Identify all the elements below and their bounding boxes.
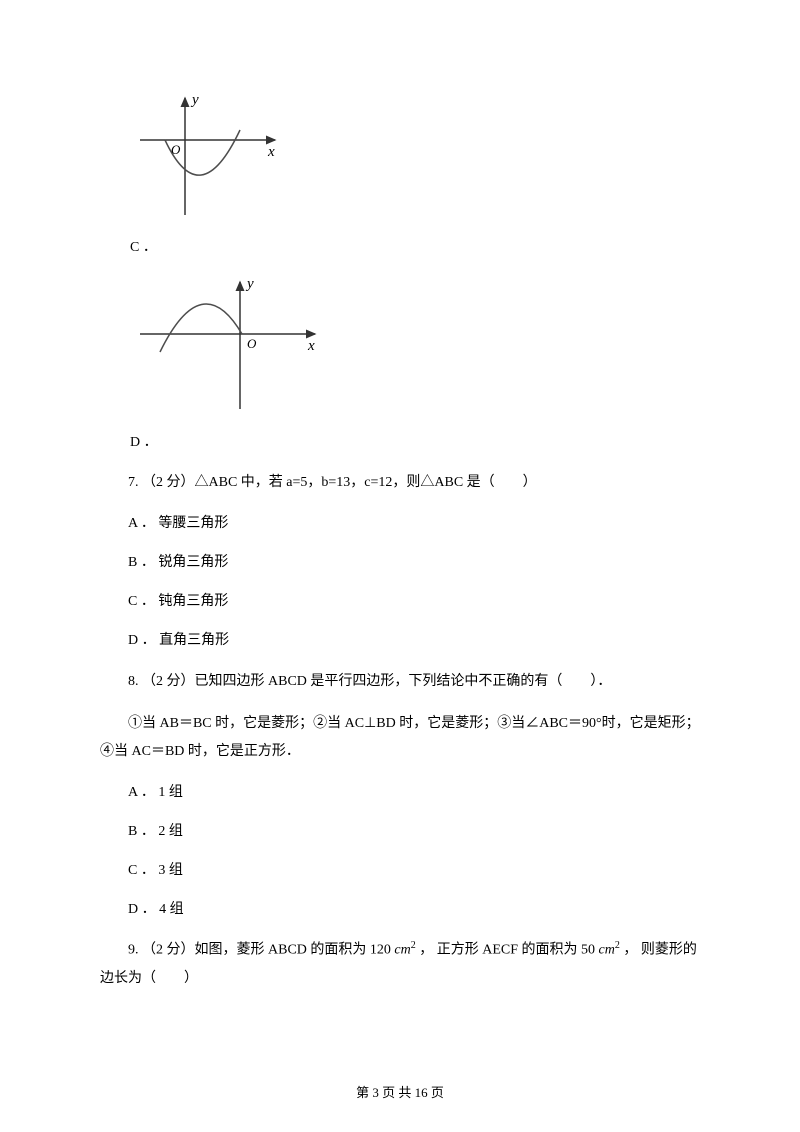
q8-option-a: A ． 1 组 — [100, 780, 700, 805]
q7-option-a: A ． 等腰三角形 — [100, 511, 700, 536]
q8-body: ①当 AB＝BC 时，它是菱形；②当 AC⊥BD 时，它是菱形；③当∠ABC＝9… — [100, 710, 700, 766]
graph-c-figure: y x O — [130, 90, 700, 229]
option-c-label: C ． — [130, 235, 700, 260]
q9-unit2: cm — [599, 943, 615, 958]
q7-option-d: D ． 直角三角形 — [100, 628, 700, 653]
graph-c-origin: O — [171, 142, 181, 157]
option-d-label: D ． — [130, 430, 700, 455]
q9-mid: ， 正方形 AECF 的面积为 50 — [416, 943, 599, 958]
q8-text: 8. （2 分）已知四边形 ABCD 是平行四边形，下列结论中不正确的有（ ）． — [100, 668, 700, 696]
graph-d-x-label: x — [307, 338, 315, 354]
q7-option-b: B ． 锐角三角形 — [100, 550, 700, 575]
graph-d-curve — [160, 304, 242, 352]
graph-d-figure: y x O — [130, 274, 700, 423]
q8-option-d: D ． 4 组 — [100, 897, 700, 922]
graph-d-svg: y x O — [130, 274, 330, 414]
q8-option-b: B ． 2 组 — [100, 819, 700, 844]
graph-c-y-label: y — [190, 92, 199, 108]
page-footer: 第 3 页 共 16 页 — [0, 1081, 800, 1104]
graph-d-origin: O — [247, 336, 257, 351]
q9-text: 9. （2 分）如图，菱形 ABCD 的面积为 120 cm2 ， 正方形 AE… — [100, 936, 700, 993]
q7-text: 7. （2 分）△ABC 中，若 a=5，b=13，c=12，则△ABC 是（ … — [100, 469, 700, 497]
graph-c-x-label: x — [267, 144, 275, 160]
q7-option-c: C ． 钝角三角形 — [100, 589, 700, 614]
q9-unit1: cm — [394, 943, 410, 958]
graph-d-y-label: y — [245, 276, 254, 292]
graph-c-svg: y x O — [130, 90, 290, 220]
q8-option-c: C ． 3 组 — [100, 858, 700, 883]
q9-pre: 9. （2 分）如图，菱形 ABCD 的面积为 120 — [128, 943, 394, 958]
